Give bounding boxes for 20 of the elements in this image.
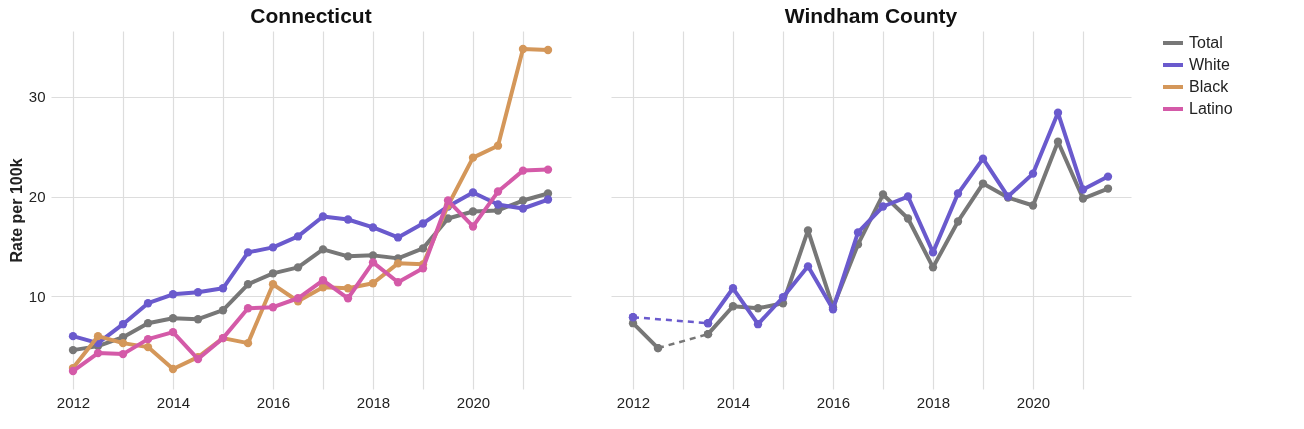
x-tick-label: 2012 bbox=[56, 393, 91, 411]
x-tick-label: 2018 bbox=[916, 393, 951, 411]
x-tick-label: 2016 bbox=[816, 393, 851, 411]
chart-title: Connecticut bbox=[250, 4, 372, 27]
legend-label: Black bbox=[1189, 78, 1230, 95]
legend-label: White bbox=[1189, 56, 1230, 73]
chart-title: Windham County bbox=[784, 4, 958, 27]
y-tick-label: 10 bbox=[28, 287, 46, 305]
legend-label: Latino bbox=[1189, 100, 1233, 117]
y-tick-label: 20 bbox=[28, 188, 46, 206]
x-tick-label: 2016 bbox=[256, 393, 291, 411]
x-tick-label: 2020 bbox=[1016, 393, 1051, 411]
x-tick-label: 2012 bbox=[616, 393, 651, 411]
x-tick-label: 2020 bbox=[456, 393, 491, 411]
x-tick-label: 2014 bbox=[156, 393, 191, 411]
legend-label: Total bbox=[1189, 34, 1223, 51]
y-axis-title: Rate per 100k bbox=[7, 158, 25, 263]
x-tick-label: 2018 bbox=[356, 393, 391, 411]
y-tick-label: 30 bbox=[28, 88, 46, 106]
x-tick-label: 2014 bbox=[716, 393, 751, 411]
